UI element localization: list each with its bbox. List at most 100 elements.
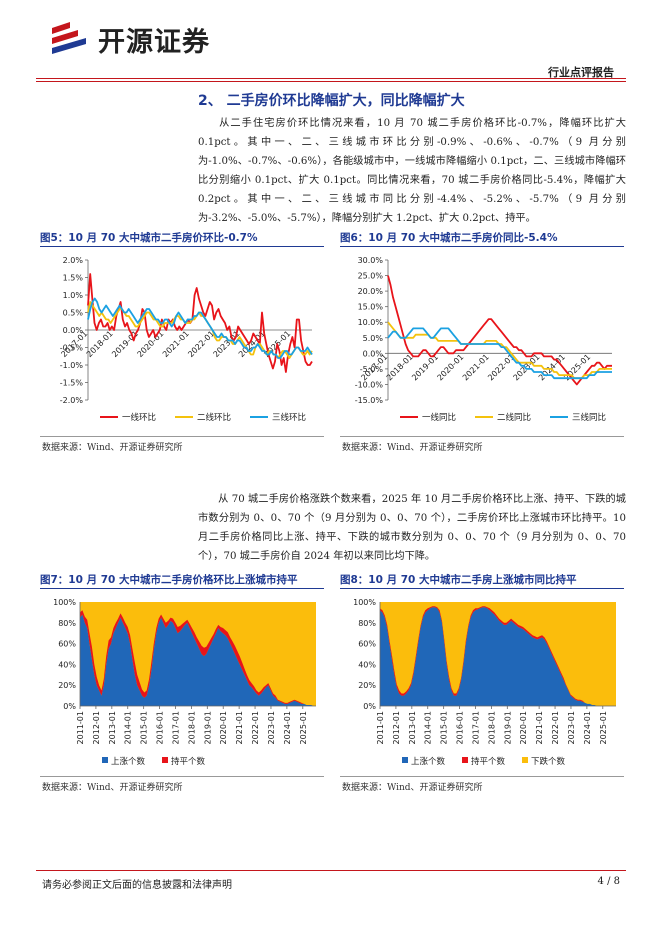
fig7-x-tick-label: 2014-01: [124, 711, 133, 744]
brand-logo: 开源证券: [48, 18, 210, 60]
fig8-x-tick-label: 2024-01: [583, 711, 592, 744]
fig7-title: 图7：10 月 70 大中城市二手房价格环比上涨城市持平: [40, 574, 298, 586]
fig8-y-tick-label: 60%: [358, 640, 376, 649]
fig7-x-tick-label: 2016-01: [156, 711, 165, 744]
fig8-x-tick-label: 2016-01: [456, 711, 465, 744]
fig8-x-tick-label: 2018-01: [487, 711, 496, 744]
fig5-y-tick-label: -1.5%: [60, 379, 84, 388]
fig6-x-tick-label: 2020-01: [436, 352, 466, 382]
fig5-y-tick-label: -1.0%: [60, 361, 84, 370]
footer-disclaimer: 请务必参阅正文后面的信息披露和法律声明: [42, 880, 232, 891]
fig8-legend-swatch: [522, 757, 528, 763]
fig6-y-tick-label: 30.0%: [358, 256, 384, 265]
fig5-title: 图5：10 月 70 大中城市二手房价环比-0.7%: [40, 232, 258, 244]
fig7-x-tick-label: 2017-01: [171, 711, 180, 744]
fig5-chart: 2.0% 1.5% 1.0% 0.5% 0.0% -0.5% -1.0% -1.5% -2.0%…: [59, 256, 313, 423]
fig8-x-tick-label: 2013-01: [408, 711, 417, 744]
fig7-y-tick-label: 20%: [58, 681, 76, 690]
fig6-series-0: [387, 275, 612, 386]
fig6-x-tick-label: 2021-01: [461, 352, 491, 382]
fig7-area-1: [80, 610, 316, 706]
fig8-x-tick-label: 2011-01: [376, 711, 385, 744]
fig6-x-tick-label: 2018-01: [385, 352, 415, 382]
fig6-y-tick-label: -5.0%: [360, 365, 384, 374]
fig5-series-0: [87, 273, 313, 373]
report-type-label: 行业点评报告: [548, 66, 614, 79]
fig7-x-tick-label: 2012-01: [92, 711, 101, 744]
fig5-title-rule: [40, 246, 324, 247]
fig7-x-tick-label: 2023-01: [267, 711, 276, 744]
fig7-x-tick-label: 2022-01: [251, 711, 260, 744]
fig8-y-tick-label: 40%: [358, 660, 376, 669]
fig8-x-tick-label: 2014-01: [424, 711, 433, 744]
header-divider-thin: [36, 81, 626, 82]
fig5-bottom-rule: [40, 436, 324, 437]
fig8-legend-swatch: [462, 757, 468, 763]
fig5-legend-label: 二线环比: [197, 412, 231, 423]
fig7-source: 数据来源：Wind、开源证券研究所: [42, 783, 183, 793]
fig6-y-tick-label: -15.0%: [355, 396, 384, 405]
fig7-legend-swatch: [162, 757, 168, 763]
fig8-y-tick-label: 0%: [363, 702, 376, 711]
brand-name: 开源证券: [98, 26, 210, 58]
fig6-y-tick-label: 10.0%: [358, 318, 384, 327]
fig6-title-rule: [340, 246, 624, 247]
fig8-title: 图8：10 月 70 大中城市二手房上涨城市同比持平: [340, 574, 577, 586]
fig8-legend-label: 下跌个数: [531, 756, 566, 767]
fig6-y-tick-label: 25.0%: [358, 272, 384, 281]
fig5-y-tick-label: 0.5%: [63, 309, 84, 318]
fig6-legend-label: 三线同比: [572, 412, 606, 423]
fig7-x-tick-label: 2025-01: [299, 711, 308, 744]
fig8-title-rule: [340, 588, 624, 589]
fig8-x-tick-label: 2025-01: [599, 711, 608, 744]
fig7-title-rule: [40, 588, 324, 589]
fig5-series-2: [87, 297, 313, 359]
fig5-legend-label: 一线环比: [122, 412, 156, 423]
fig5-y-tick-label: -0.5%: [60, 344, 84, 353]
fig6-y-tick-label: 15.0%: [358, 303, 384, 312]
fig6-bottom-rule: [340, 436, 624, 437]
fig8-legend-swatch: [402, 757, 408, 763]
fig8-x-tick-label: 2022-01: [551, 711, 560, 744]
fig6-y-tick-label: 20.0%: [358, 287, 384, 296]
fig8-legend-label: 上涨个数: [411, 756, 446, 767]
fig8-y-tick-label: 80%: [358, 619, 376, 628]
fig8-y-tick-label: 100%: [353, 598, 376, 607]
fig8-x-tick-label: 2015-01: [440, 711, 449, 744]
fig8-legend-label: 持平个数: [471, 756, 506, 767]
fig7-bottom-rule: [40, 776, 324, 777]
fig5-y-tick-label: 2.0%: [63, 256, 84, 265]
header-divider: [36, 78, 626, 79]
fig6-legend-label: 一线同比: [422, 412, 456, 423]
fig5-y-tick-label: 1.0%: [63, 291, 84, 300]
fig5-x-tick-label: 2018-01: [85, 329, 115, 359]
fig8-x-tick-label: 2020-01: [519, 711, 528, 744]
fig7-y-tick-label: 0%: [63, 702, 76, 711]
fig5-y-tick-label: -2.0%: [60, 396, 84, 405]
fig6-y-tick-label: 0.0%: [363, 349, 384, 358]
fig7-legend-label: 上涨个数: [111, 756, 146, 767]
fig7-x-tick-label: 2020-01: [219, 711, 228, 744]
fig8-area-0: [380, 607, 616, 706]
fig5-x-tick-label: 2021-01: [161, 329, 191, 359]
fig7-y-tick-label: 60%: [58, 640, 76, 649]
fig8-bottom-rule: [340, 776, 624, 777]
fig6-series-2: [387, 327, 612, 380]
fig7-chart: 100% 80% 60% 40% 20% 0%2011-01 2012-01 2013-01 2…: [53, 598, 316, 767]
fig7-x-tick-label: 2015-01: [140, 711, 149, 744]
paragraph-1: 从二手住宅房价环比情况来看，10 月 70 城二手房价格环比-0.7%，降幅环比…: [198, 114, 626, 228]
fig7-x-tick-label: 2019-01: [203, 711, 212, 744]
fig8-x-tick-label: 2023-01: [567, 711, 576, 744]
fig7-legend-swatch: [102, 757, 108, 763]
fig8-x-tick-label: 2017-01: [471, 711, 480, 744]
fig7-x-tick-label: 2011-01: [76, 711, 85, 744]
fig8-x-tick-label: 2019-01: [503, 711, 512, 744]
fig8-source: 数据来源：Wind、开源证券研究所: [342, 783, 483, 793]
paragraph-1-text: 从二手住宅房价环比情况来看，10 月 70 城二手房价格环比-0.7%，降幅环比…: [198, 118, 626, 224]
fig5-y-tick-label: 0.0%: [63, 326, 84, 335]
fig6-source: 数据来源：Wind、开源证券研究所: [342, 443, 483, 453]
fig5-source: 数据来源：Wind、开源证券研究所: [42, 443, 183, 453]
fig5-legend-label: 三线环比: [272, 412, 306, 423]
section-title: 2、 二手房价环比降幅扩大，同比降幅扩大: [198, 93, 465, 109]
footer-divider: [36, 870, 626, 871]
